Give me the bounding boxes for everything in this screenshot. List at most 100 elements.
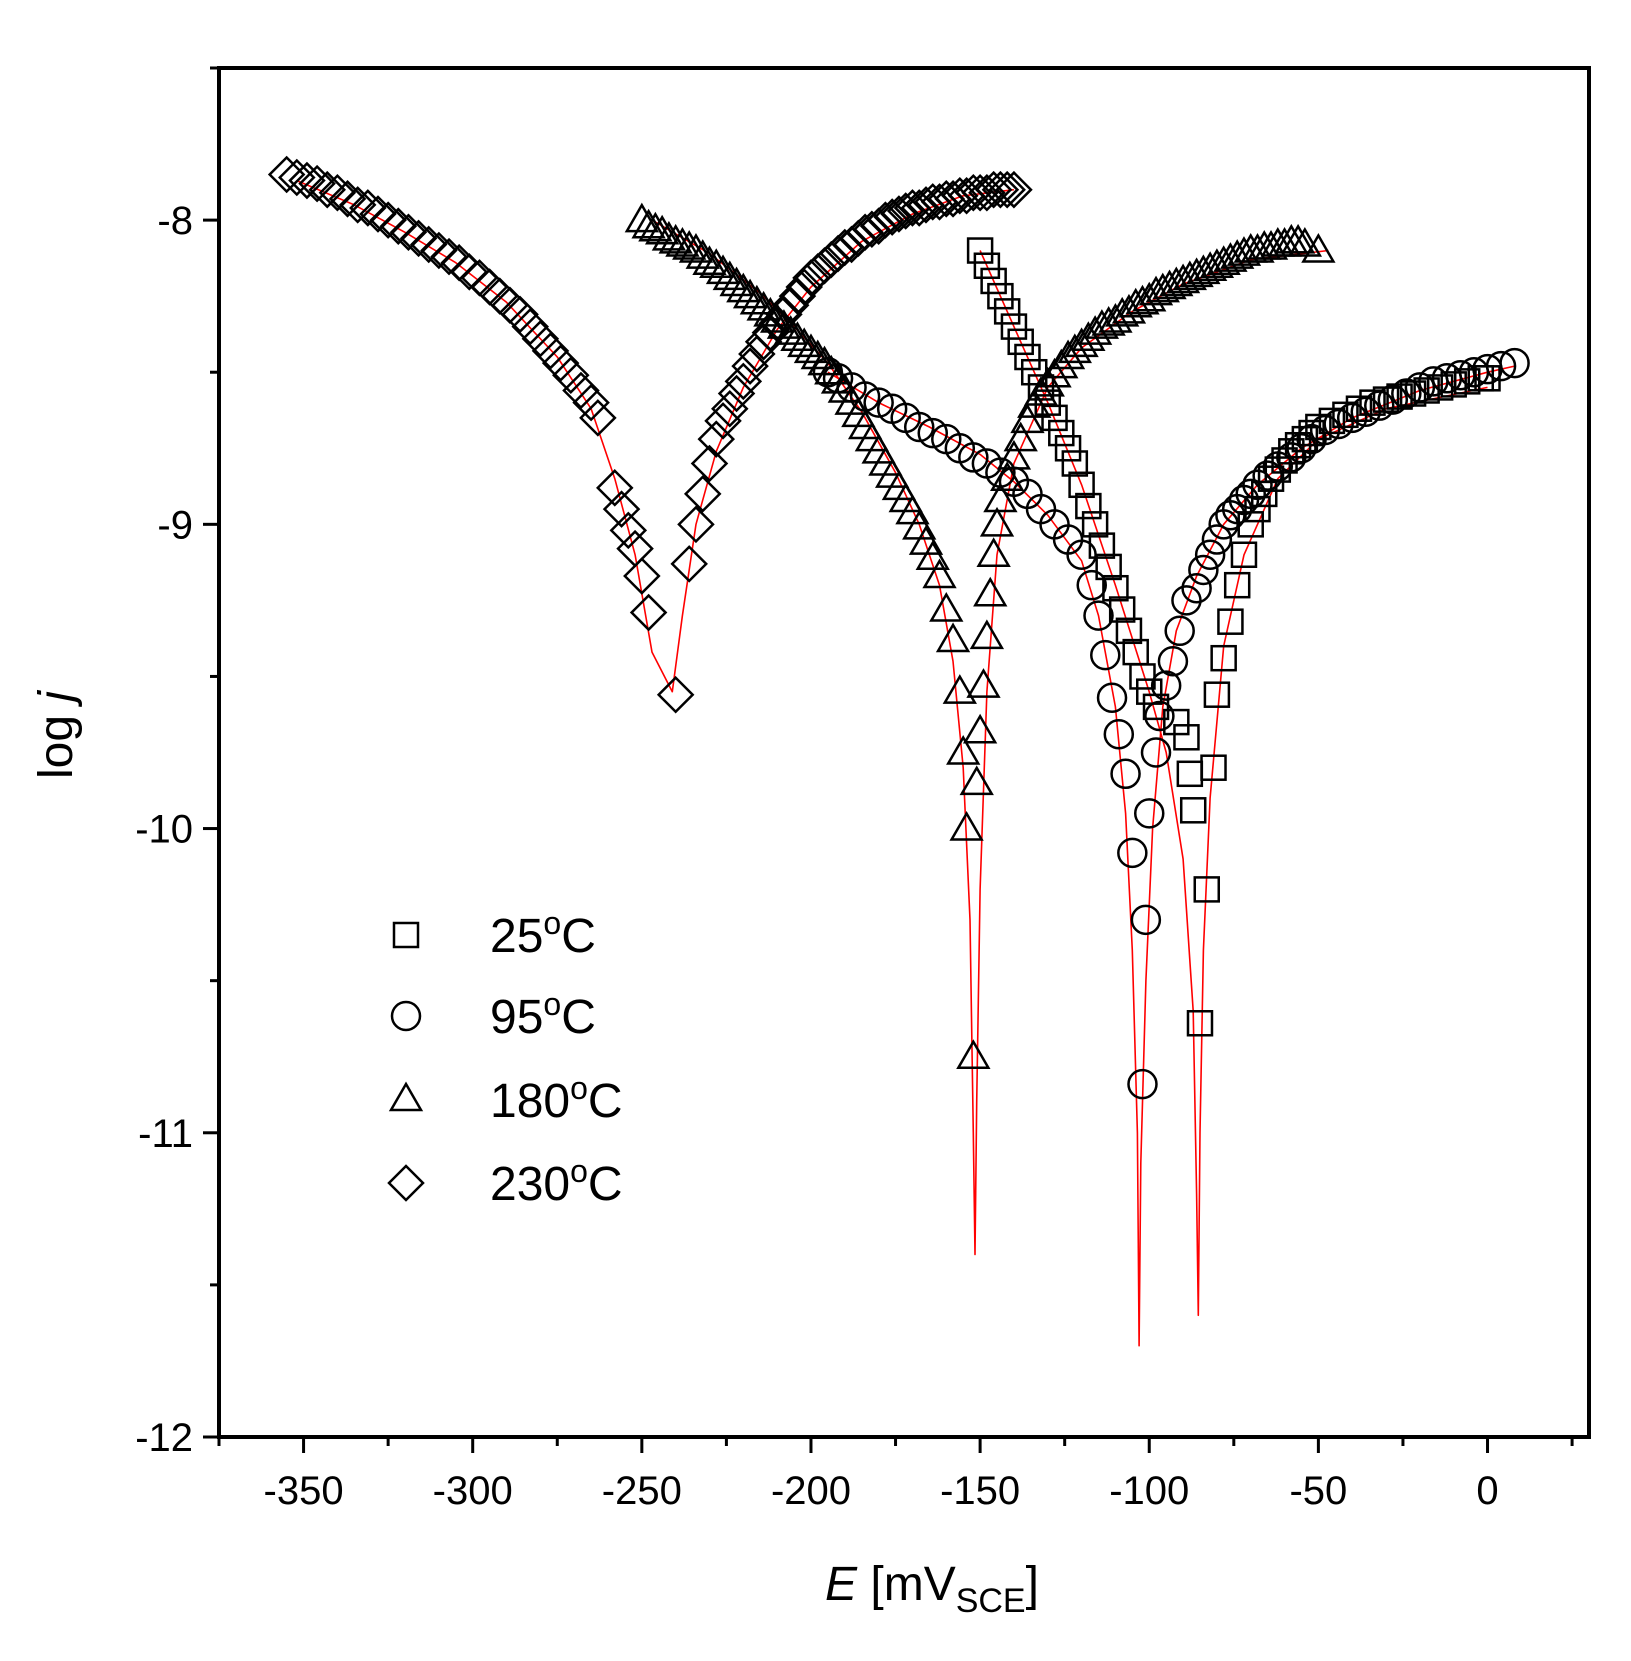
diamond-point [623, 557, 661, 595]
legend-label-25c: 25oC [490, 905, 596, 963]
x-tick-label: -250 [602, 1469, 682, 1513]
diamond-point [656, 675, 695, 714]
diamond-point [278, 158, 316, 197]
circle-point [1130, 904, 1162, 936]
square-point [1318, 407, 1346, 435]
circle-point [1323, 408, 1354, 440]
diamond-point [338, 186, 377, 224]
diamond-point [765, 295, 803, 334]
square-point [1200, 754, 1227, 781]
square-point [1000, 313, 1028, 340]
diamond-point [683, 475, 722, 513]
square-point [1193, 876, 1221, 903]
triangle-point [1010, 403, 1045, 434]
triangle-point [753, 296, 788, 327]
legend-diamond-marker [387, 1164, 425, 1202]
diamond-point [420, 231, 458, 270]
square-point [1230, 541, 1258, 569]
circle-point [1201, 524, 1233, 555]
triangle-point [1098, 303, 1133, 333]
diamond-point [886, 192, 925, 230]
triangle-point [624, 202, 660, 233]
triangle-point [966, 668, 1001, 698]
triangle-point [672, 229, 707, 260]
circle-point [1171, 585, 1202, 616]
legend-square-marker [392, 921, 420, 949]
circle-point [1242, 469, 1273, 501]
square-point [1135, 678, 1163, 705]
triangle-point [699, 248, 734, 278]
x-tick-label: -100 [1109, 1469, 1189, 1513]
diamond-point [379, 207, 418, 245]
diamond-point [308, 170, 347, 209]
legend-item-25c: 25oC [392, 905, 596, 963]
square-point [1014, 343, 1041, 371]
y-tick-label: -8 [157, 199, 193, 243]
square-point [1176, 760, 1204, 788]
square-point [1088, 532, 1116, 559]
square-point [1007, 328, 1034, 356]
diamond-point [541, 344, 580, 382]
triangle-point [739, 284, 775, 315]
triangle-point [685, 239, 720, 269]
square-point [973, 252, 1001, 279]
diamond-point [873, 198, 911, 236]
square-point [1210, 644, 1237, 672]
legend-label-95c: 95oC [490, 986, 596, 1044]
triangle-point [969, 619, 1005, 650]
square-point [1251, 480, 1278, 508]
legend-item-230c: 230oC [387, 1153, 623, 1211]
diamond-point [328, 180, 367, 218]
triangle-point [651, 220, 687, 251]
triangle-point [658, 223, 693, 254]
diamond-point [450, 253, 489, 291]
triangle-point [665, 226, 700, 257]
triangle-point [787, 327, 822, 358]
square-point [980, 267, 1007, 295]
circle-point [1181, 572, 1212, 604]
diamond-point [298, 164, 336, 203]
diamond-point [758, 304, 796, 343]
square-point [1345, 395, 1373, 422]
triangle-point [814, 354, 849, 385]
circle-point [1157, 645, 1189, 677]
square-point [1115, 617, 1143, 645]
diamond-point [531, 332, 570, 370]
circle-point [1499, 347, 1530, 379]
circle-point [1485, 350, 1517, 382]
square-point [993, 298, 1021, 325]
x-tick-label: -300 [433, 1469, 513, 1513]
square-point [1081, 511, 1109, 538]
x-tick-label: -350 [264, 1469, 344, 1513]
circle-point [1083, 600, 1114, 631]
diamond-point [267, 155, 306, 194]
diamond-point [409, 225, 448, 264]
triangle-point [1280, 223, 1316, 254]
triangle-point [1030, 366, 1065, 397]
diamond-point [616, 529, 654, 568]
diamond-point [731, 347, 769, 385]
triangle-point [1267, 226, 1302, 257]
x-tick-label: -200 [771, 1469, 851, 1513]
circle-point [1066, 539, 1097, 571]
triangle-point [705, 254, 741, 285]
triangle-point [820, 363, 856, 394]
circle-point [1076, 569, 1107, 601]
circle-point [1377, 384, 1409, 415]
triangle-point [956, 1039, 991, 1069]
y-tick-label: -11 [138, 1112, 193, 1156]
circle-point [1164, 615, 1195, 647]
triangle-point [983, 482, 1018, 513]
x-tick-label: -150 [940, 1469, 1020, 1513]
square-point [1075, 492, 1102, 520]
square-point [1095, 553, 1122, 581]
square-point [1179, 797, 1207, 824]
square-point [1054, 435, 1082, 462]
diamond-point [609, 511, 648, 550]
circle-point [917, 417, 949, 449]
triangle-point [1003, 421, 1038, 452]
diamond-point [318, 173, 357, 212]
circle-point [1140, 737, 1172, 768]
triangle-point [1301, 233, 1336, 263]
diamond-point [717, 374, 756, 413]
